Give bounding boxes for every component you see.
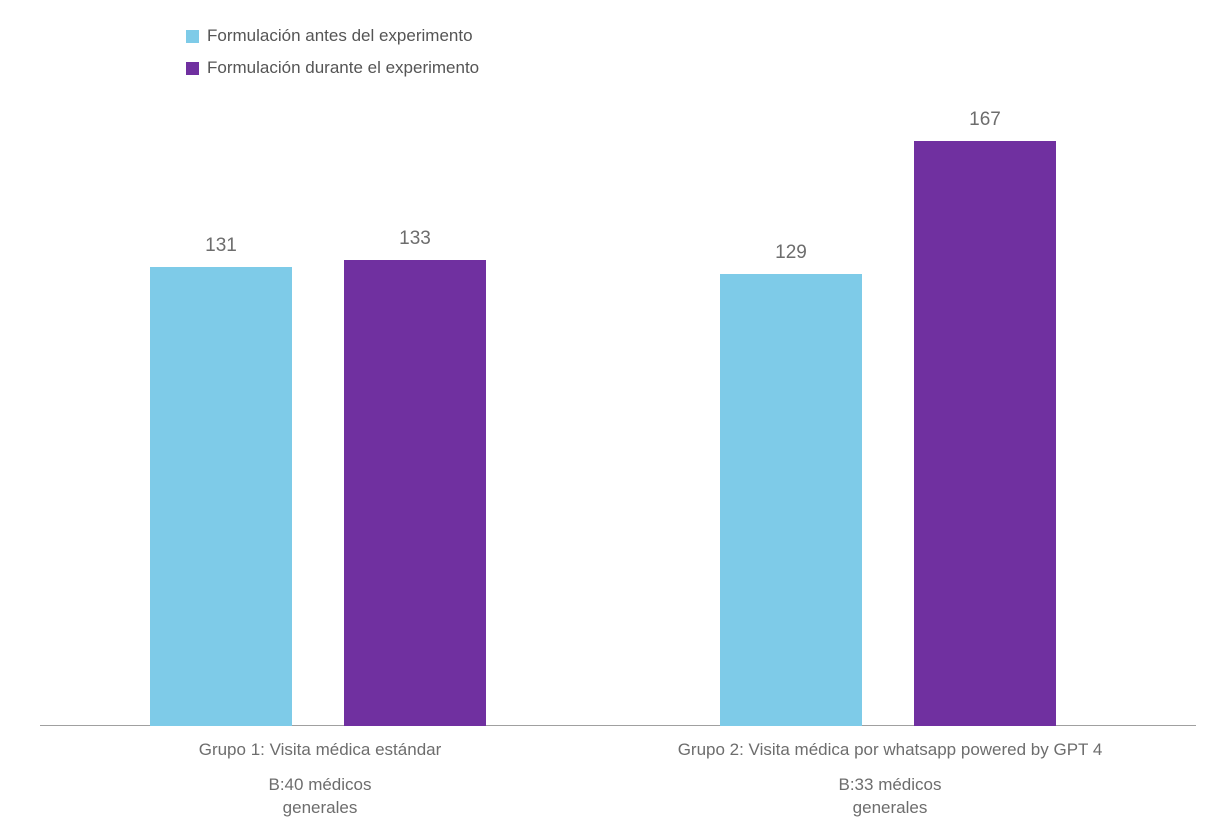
subtitle-line: generales — [853, 798, 928, 817]
group-title: Grupo 2: Visita médica por whatsapp powe… — [610, 740, 1170, 760]
legend-swatch — [186, 62, 199, 75]
legend-item: Formulación antes del experimento — [186, 26, 479, 46]
legend-label: Formulación durante el experimento — [207, 58, 479, 78]
group-subtitle: B:33 médicos generales — [610, 774, 1170, 820]
bar-value-label: 131 — [205, 235, 237, 257]
group-2: 129 167 — [720, 109, 1056, 726]
bar-wrap: 129 — [720, 242, 862, 726]
legend-label: Formulación antes del experimento — [207, 26, 473, 46]
bar — [720, 274, 862, 726]
bar — [150, 267, 292, 726]
bar-value-label: 129 — [775, 242, 807, 264]
plot-area: 131 133 129 167 — [40, 130, 1196, 726]
bar-value-label: 167 — [969, 109, 1001, 131]
subtitle-line: generales — [283, 798, 358, 817]
subtitle-line: B:33 médicos — [839, 775, 942, 794]
bar-wrap: 133 — [344, 228, 486, 726]
group-1: 131 133 — [150, 228, 486, 726]
x-axis-labels: Grupo 1: Visita médica estándar B:40 méd… — [40, 726, 1196, 836]
legend-item: Formulación durante el experimento — [186, 58, 479, 78]
subtitle-line: B:40 médicos — [269, 775, 372, 794]
bar-wrap: 131 — [150, 235, 292, 726]
bar — [344, 260, 486, 726]
legend-swatch — [186, 30, 199, 43]
bar-chart: Formulación antes del experimento Formul… — [0, 0, 1224, 836]
bar-wrap: 167 — [914, 109, 1056, 726]
bar — [914, 141, 1056, 726]
group-subtitle: B:40 médicos generales — [110, 774, 530, 820]
x-group-1: Grupo 1: Visita médica estándar B:40 méd… — [110, 740, 530, 820]
group-title: Grupo 1: Visita médica estándar — [110, 740, 530, 760]
legend: Formulación antes del experimento Formul… — [186, 26, 479, 90]
bar-value-label: 133 — [399, 228, 431, 250]
x-group-2: Grupo 2: Visita médica por whatsapp powe… — [610, 740, 1170, 820]
